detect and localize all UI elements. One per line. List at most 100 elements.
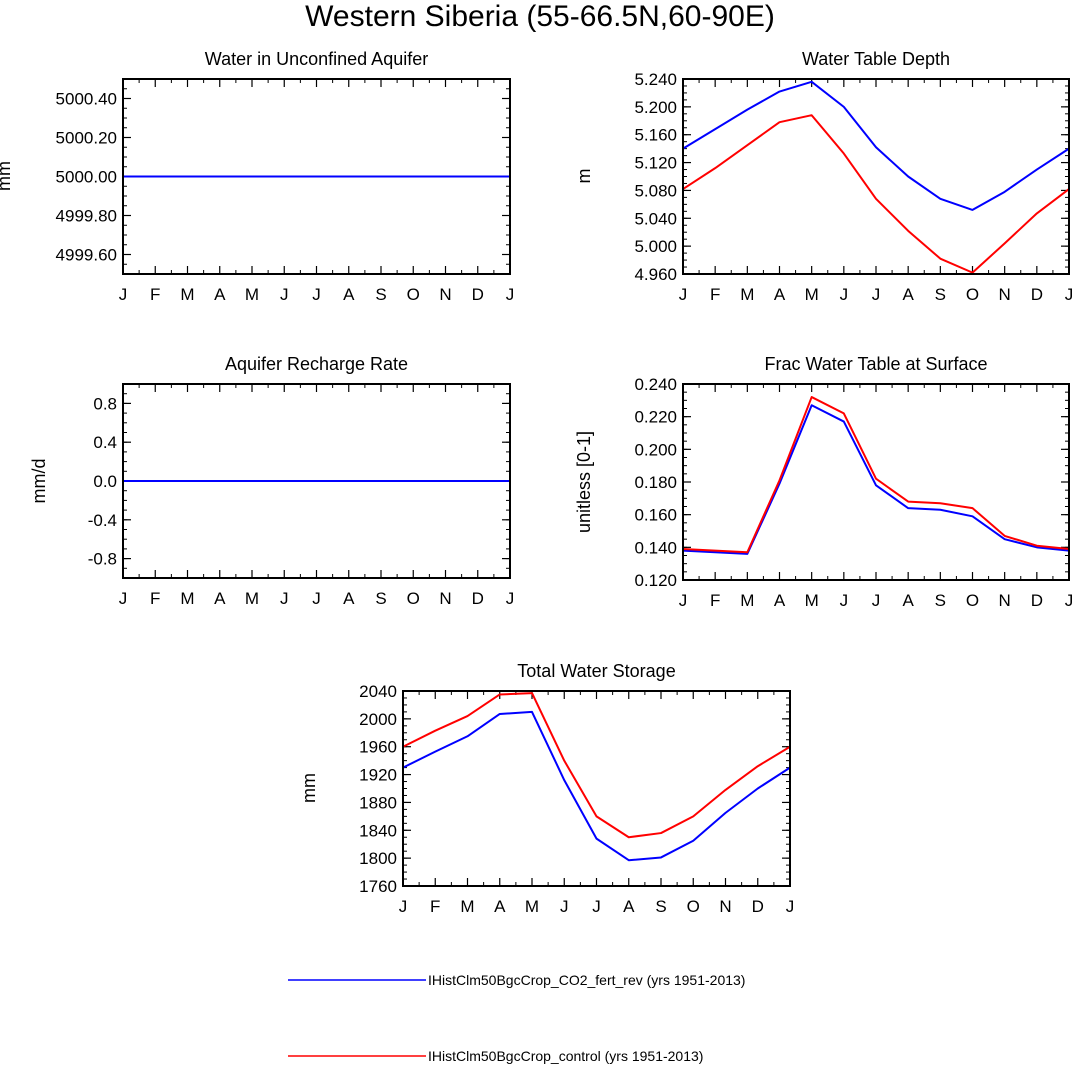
x-tick-label: O bbox=[966, 285, 979, 304]
x-tick-label: J bbox=[399, 897, 408, 916]
x-tick-label: O bbox=[687, 897, 700, 916]
y-tick-label: 0.4 bbox=[93, 433, 117, 452]
x-tick-label: A bbox=[902, 285, 914, 304]
x-tick-label: J bbox=[786, 897, 795, 916]
x-tick-label: J bbox=[872, 285, 881, 304]
x-tick-label: J bbox=[679, 285, 688, 304]
y-tick-label: 1840 bbox=[359, 821, 397, 840]
x-tick-label: J bbox=[506, 589, 515, 608]
y-tick-label: -0.8 bbox=[88, 550, 117, 569]
y-tick-label: 0.240 bbox=[634, 375, 677, 394]
series-line-co2-fert-rev bbox=[682, 404, 1070, 555]
x-tick-label: J bbox=[872, 591, 881, 610]
y-tick-label: 2040 bbox=[359, 682, 397, 701]
x-tick-label: M bbox=[805, 285, 819, 304]
x-tick-label: F bbox=[430, 897, 440, 916]
y-tick-label: 0.140 bbox=[634, 538, 677, 557]
x-tick-label: J bbox=[560, 897, 569, 916]
y-tick-label: 4999.60 bbox=[56, 246, 117, 265]
y-tick-label: 5.200 bbox=[634, 98, 677, 117]
x-tick-label: J bbox=[679, 591, 688, 610]
x-tick-label: A bbox=[343, 285, 355, 304]
y-tick-label: 4.960 bbox=[634, 265, 677, 284]
x-tick-label: A bbox=[623, 897, 635, 916]
x-tick-label: N bbox=[719, 897, 731, 916]
y-tick-label: 0.120 bbox=[634, 571, 677, 590]
y-tick-label: 2000 bbox=[359, 710, 397, 729]
x-tick-label: M bbox=[180, 285, 194, 304]
x-tick-label: J bbox=[280, 589, 289, 608]
x-tick-label: F bbox=[150, 589, 160, 608]
x-tick-label: M bbox=[180, 589, 194, 608]
plot-frame bbox=[402, 690, 791, 887]
chart-frac: Frac Water Table at Surface unitless [0-1… bbox=[574, 354, 1073, 610]
x-tick-label: O bbox=[407, 589, 420, 608]
x-tick-label: N bbox=[999, 591, 1011, 610]
y-tick-label: 5.040 bbox=[634, 209, 677, 228]
x-tick-label: S bbox=[935, 285, 946, 304]
y-tick-label: 5000.00 bbox=[56, 168, 117, 187]
x-tick-label: A bbox=[214, 285, 226, 304]
y-tick-label: 5.000 bbox=[634, 237, 677, 256]
y-tick-label: 5000.20 bbox=[56, 129, 117, 148]
y-tick-label: 0.0 bbox=[93, 472, 117, 491]
x-tick-label: N bbox=[439, 589, 451, 608]
x-tick-label: J bbox=[312, 285, 321, 304]
x-tick-label: M bbox=[805, 591, 819, 610]
x-tick-label: J bbox=[280, 285, 289, 304]
x-tick-label: F bbox=[150, 285, 160, 304]
series-line-co2-fert-rev bbox=[402, 710, 791, 862]
y-axis-label: mm bbox=[299, 773, 319, 803]
x-tick-label: S bbox=[375, 285, 386, 304]
y-axis-label: mm/d bbox=[29, 459, 49, 504]
x-tick-label: J bbox=[840, 591, 849, 610]
x-tick-label: M bbox=[460, 897, 474, 916]
y-tick-label: 0.180 bbox=[634, 473, 677, 492]
figure-title: Western Siberia (55-66.5N,60-90E) bbox=[305, 0, 775, 33]
plot-frame bbox=[122, 383, 511, 579]
legend-label-co2-fert-rev: IHistClm50BgcCrop_CO2_fert_rev (yrs 1951… bbox=[428, 972, 745, 988]
series-line-co2-fert-rev bbox=[682, 80, 1070, 211]
y-tick-label: 0.8 bbox=[93, 394, 117, 413]
plot-frame bbox=[682, 383, 1070, 581]
x-tick-label: N bbox=[439, 285, 451, 304]
legend: IHistClm50BgcCrop_CO2_fert_rev (yrs 1951… bbox=[288, 972, 745, 1064]
x-tick-label: J bbox=[1065, 285, 1074, 304]
plot-frame bbox=[122, 78, 511, 275]
x-tick-label: S bbox=[655, 897, 666, 916]
series-line-control bbox=[682, 396, 1070, 554]
plot-frame bbox=[682, 78, 1070, 275]
y-axis-label: unitless [0-1] bbox=[574, 431, 594, 533]
y-tick-label: 1800 bbox=[359, 849, 397, 868]
x-tick-label: O bbox=[407, 285, 420, 304]
x-tick-label: D bbox=[472, 589, 484, 608]
x-tick-label: D bbox=[472, 285, 484, 304]
x-tick-label: M bbox=[245, 285, 259, 304]
x-tick-label: O bbox=[966, 591, 979, 610]
x-tick-label: N bbox=[999, 285, 1011, 304]
y-tick-label: 1880 bbox=[359, 793, 397, 812]
chart-title: Frac Water Table at Surface bbox=[764, 354, 987, 374]
y-axis-label: mm bbox=[0, 161, 14, 191]
y-tick-label: 0.200 bbox=[634, 440, 677, 459]
x-tick-label: A bbox=[774, 591, 786, 610]
x-tick-label: J bbox=[506, 285, 515, 304]
x-tick-label: J bbox=[840, 285, 849, 304]
y-tick-label: 1960 bbox=[359, 738, 397, 757]
series-line-control bbox=[682, 114, 1070, 274]
legend-label-control: IHistClm50BgcCrop_control (yrs 1951-2013… bbox=[428, 1048, 703, 1064]
x-tick-label: M bbox=[245, 589, 259, 608]
y-tick-label: 0.160 bbox=[634, 506, 677, 525]
chart-title: Aquifer Recharge Rate bbox=[225, 354, 408, 374]
x-tick-label: D bbox=[1031, 591, 1043, 610]
x-tick-label: S bbox=[375, 589, 386, 608]
x-tick-label: A bbox=[774, 285, 786, 304]
x-tick-label: F bbox=[710, 285, 720, 304]
x-tick-label: F bbox=[710, 591, 720, 610]
y-tick-label: 0.220 bbox=[634, 408, 677, 427]
